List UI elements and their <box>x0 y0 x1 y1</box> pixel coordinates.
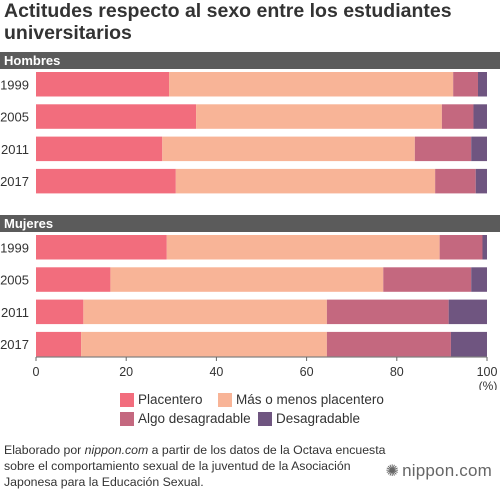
bar-segment-mujeres-2005-desagradable <box>471 267 487 292</box>
legend-item-placentero: Placentero <box>120 392 203 407</box>
x-tick-label-0: 0 <box>33 365 40 379</box>
bar-segment-hombres-2005-desagradable <box>473 104 487 129</box>
bar-segment-hombres-2005-placentero <box>36 104 197 129</box>
year-label-mujeres-2011: 2011 <box>1 305 29 320</box>
bar-segment-hombres-2017-desagradable <box>475 168 487 194</box>
source-suffix: a partir de los datos de la Octava encue… <box>4 443 386 489</box>
bar-segment-mujeres-2005-algo-desagradable <box>383 267 472 292</box>
group-header-label-hombres: Hombres <box>4 53 60 68</box>
year-label-hombres-2017: 2017 <box>0 174 29 189</box>
group-header-bar-mujeres <box>0 215 500 232</box>
bar-segment-mujeres-2017-desagradable <box>450 331 487 357</box>
bar-segment-mujeres-2011-desagradable <box>448 299 487 325</box>
bar-segment-mujeres-1999-placentero <box>36 235 167 260</box>
year-label-mujeres-2017: 2017 <box>0 337 29 352</box>
brand-logo: ✺ nippon.com <box>386 461 493 481</box>
year-label-hombres-2005: 2005 <box>0 110 29 125</box>
year-label-hombres-2011: 2011 <box>1 142 29 157</box>
legend-label-placentero: Placentero <box>138 392 203 407</box>
legend-swatch-desagradable <box>258 411 272 426</box>
legend-label-desagradable: Desagradable <box>276 411 361 426</box>
legend-item-desagradable: Desagradable <box>258 411 360 426</box>
legend-item-algo-desagradable: Algo desagradable <box>120 411 251 426</box>
bar-segment-hombres-2011-placentero <box>36 136 163 162</box>
bar-segment-mujeres-1999-mas-o-menos-placentero <box>166 235 440 260</box>
source-note: Elaborado por nippon.com a partir de los… <box>4 442 389 490</box>
year-label-mujeres-1999: 1999 <box>0 240 29 255</box>
bar-segment-hombres-2011-desagradable <box>471 136 487 162</box>
brand-text: nippon.com <box>402 461 492 480</box>
year-label-mujeres-2005: 2005 <box>0 273 29 288</box>
source-site: nippon.com <box>84 443 149 457</box>
bar-segment-hombres-2005-algo-desagradable <box>441 104 474 129</box>
group-header-label-mujeres: Mujeres <box>4 216 53 231</box>
legend-label-mas-o-menos-placentero: Más o menos placentero <box>236 392 384 407</box>
bar-segment-hombres-2017-mas-o-menos-placentero <box>175 168 436 194</box>
bar-segment-mujeres-2011-algo-desagradable <box>326 299 449 325</box>
group-header-bar-hombres <box>0 52 500 69</box>
bar-segment-mujeres-2011-placentero <box>36 299 84 325</box>
chart-title: Actitudes respecto al sexo entre los est… <box>4 0 452 44</box>
year-label-hombres-1999: 1999 <box>0 77 29 92</box>
x-axis-unit-label: (%) <box>479 379 498 390</box>
bar-segment-mujeres-2005-placentero <box>36 267 111 292</box>
bar-segment-hombres-1999-algo-desagradable <box>453 72 478 97</box>
x-tick-label-60: 60 <box>300 365 314 379</box>
source-prefix: Elaborado por <box>4 443 85 457</box>
bar-segment-mujeres-1999-algo-desagradable <box>439 235 483 260</box>
x-tick-label-80: 80 <box>390 365 404 379</box>
bar-segment-hombres-2005-mas-o-menos-placentero <box>196 104 442 129</box>
legend-swatch-mas-o-menos-placentero <box>218 392 232 407</box>
bar-segment-hombres-1999-placentero <box>36 72 170 97</box>
legend-item-mas-o-menos-placentero: Más o menos placentero <box>218 392 384 407</box>
bar-segment-mujeres-2017-mas-o-menos-placentero <box>81 331 327 357</box>
legend-label-algo-desagradable: Algo desagradable <box>138 411 251 426</box>
x-tick-label-20: 20 <box>119 365 133 379</box>
bar-segment-hombres-1999-desagradable <box>477 72 487 97</box>
bar-segment-mujeres-2011-mas-o-menos-placentero <box>83 299 327 325</box>
bar-segment-hombres-2011-mas-o-menos-placentero <box>162 136 415 162</box>
legend-swatch-placentero <box>120 392 134 407</box>
sun-burst-icon: ✺ <box>385 463 400 480</box>
stacked-bar-chart: Hombres 1999 2005 2011 2017 Mujeres 1999 2005 20… <box>0 52 500 390</box>
bar-segment-mujeres-1999-desagradable <box>482 235 487 260</box>
x-tick-label-40: 40 <box>209 365 223 379</box>
bar-segment-hombres-2017-algo-desagradable <box>435 168 476 194</box>
bar-segment-hombres-1999-mas-o-menos-placentero <box>169 72 454 97</box>
bar-segment-hombres-2017-placentero <box>36 168 176 194</box>
bar-segment-hombres-2011-algo-desagradable <box>414 136 472 162</box>
bar-segment-mujeres-2005-mas-o-menos-placentero <box>110 267 384 292</box>
bar-segment-mujeres-2017-placentero <box>36 331 82 357</box>
legend-swatch-algo-desagradable <box>120 411 134 426</box>
x-tick-label-100: 100 <box>477 365 498 379</box>
bar-segment-mujeres-2017-algo-desagradable <box>326 331 451 357</box>
